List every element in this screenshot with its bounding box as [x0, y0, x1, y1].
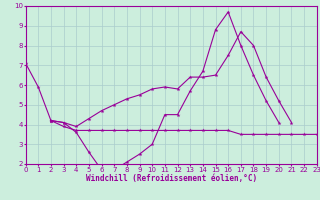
X-axis label: Windchill (Refroidissement éolien,°C): Windchill (Refroidissement éolien,°C)	[86, 174, 257, 183]
